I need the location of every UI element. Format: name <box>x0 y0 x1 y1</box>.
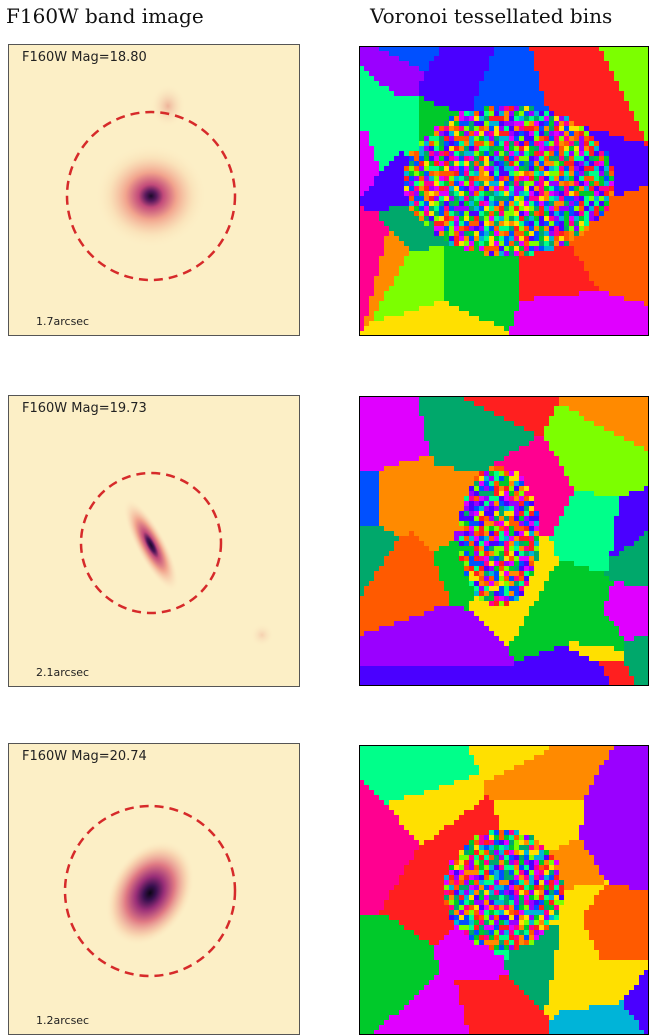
scale-label: 1.2arcsec <box>36 1014 90 1027</box>
voronoi-map-3 <box>359 745 649 1035</box>
voronoi-panel-1 <box>359 46 649 336</box>
galaxy-image-2 <box>8 395 300 687</box>
right-column-title: Voronoi tessellated bins <box>370 4 613 28</box>
galaxy-image-1 <box>8 44 300 336</box>
galaxy-image-panel-1: F160W Mag=18.80 1.7arcsec <box>8 44 300 336</box>
scale-label: 2.1arcsec <box>36 666 90 679</box>
magnitude-label: F160W Mag=19.73 <box>22 401 147 416</box>
galaxy-image-panel-2: F160W Mag=19.73 2.1arcsec <box>8 395 300 687</box>
voronoi-map-1 <box>359 46 649 336</box>
voronoi-panel-3 <box>359 745 649 1035</box>
left-column-title: F160W band image <box>6 4 204 28</box>
voronoi-map-2 <box>359 396 649 686</box>
galaxy-image-3 <box>8 743 300 1035</box>
voronoi-panel-2 <box>359 396 649 686</box>
galaxy-image-panel-3: F160W Mag=20.74 1.2arcsec <box>8 743 300 1035</box>
scale-label: 1.7arcsec <box>36 315 90 328</box>
magnitude-label: F160W Mag=20.74 <box>22 749 147 764</box>
magnitude-label: F160W Mag=18.80 <box>22 50 147 65</box>
